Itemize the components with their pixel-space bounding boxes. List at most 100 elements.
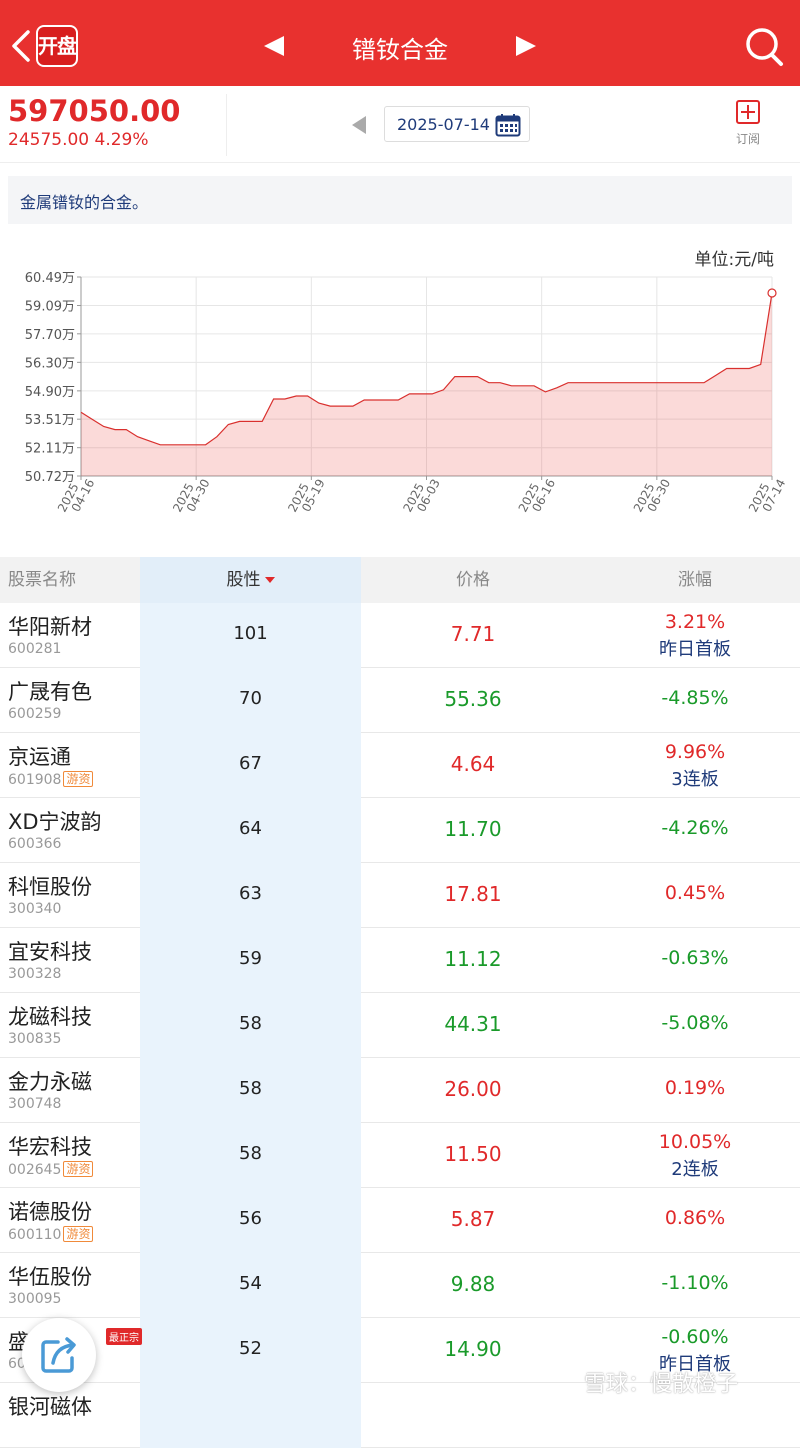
stock-code-text: 300835 — [8, 1031, 62, 1047]
stock-score: 67 — [239, 753, 262, 774]
y-tick-label: 57.70万 — [25, 328, 75, 343]
stock-price: 4.64 — [450, 752, 496, 776]
divider — [226, 94, 227, 156]
x-tick-label: 202506-03 — [400, 471, 442, 520]
table-row[interactable]: 华伍股份 300095 54 9.88 -1.10% — [0, 1253, 800, 1318]
series-area — [81, 293, 772, 476]
stock-price: 11.12 — [444, 947, 502, 971]
table-row[interactable]: 龙磁科技 300835 58 44.31 -5.08% — [0, 993, 800, 1058]
table-header: 股票名称 股性 价格 涨幅 — [0, 557, 800, 603]
stock-price: 55.36 — [444, 687, 502, 711]
stock-change: 0.86% — [664, 1207, 726, 1229]
table-body: 华阳新材 600281 101 7.71 3.21% 昨日首板 广晟有色 600259 70 55… — [0, 603, 800, 1448]
stock-code: 300095 — [8, 1291, 61, 1307]
score-column-highlight — [140, 798, 361, 863]
stock-name: 金力永磁 — [8, 1070, 92, 1094]
score-column-highlight — [140, 1123, 361, 1188]
header-change[interactable]: 涨幅 — [678, 570, 712, 590]
score-column-highlight — [140, 1318, 361, 1383]
stock-code-text: 300095 — [8, 1291, 62, 1307]
header-score[interactable]: 股性 — [140, 557, 361, 603]
subscribe-label: 订阅 — [735, 132, 760, 146]
stock-code: 300748 — [8, 1096, 61, 1112]
chart-unit-label: 单位:元/吨 — [694, 250, 774, 270]
subscribe-button[interactable]: 订阅 — [726, 100, 770, 156]
stock-code: 600259 — [8, 706, 61, 722]
plus-icon — [736, 100, 760, 124]
score-column-highlight — [140, 863, 361, 928]
date-picker[interactable]: 2025-07-14 — [384, 106, 530, 142]
stock-price: 11.70 — [444, 817, 502, 841]
header-name[interactable]: 股票名称 — [8, 570, 76, 590]
x-tick-label: 202506-30 — [631, 471, 673, 520]
stock-code: 002645 游资 — [8, 1161, 94, 1178]
stock-tag: 游资 — [63, 771, 94, 787]
stock-price: 5.87 — [450, 1207, 496, 1231]
y-tick-label: 54.90万 — [25, 385, 75, 400]
x-tick-label: 202507-14 — [746, 471, 788, 520]
y-tick-label: 53.51万 — [25, 413, 75, 428]
next-concept-arrow-icon[interactable] — [516, 36, 536, 56]
stock-price: 11.50 — [444, 1142, 502, 1166]
page-title: 镨钕合金 — [352, 36, 448, 64]
y-tick-label: 56.30万 — [25, 356, 75, 371]
share-button[interactable] — [22, 1318, 96, 1392]
sort-desc-icon — [264, 577, 275, 583]
score-column-highlight — [140, 1188, 361, 1253]
stock-code-text: 600110 — [8, 1227, 62, 1243]
table-row[interactable]: 盛 60 最正宗 52 14.90 -0.60% 昨日首板 — [0, 1318, 800, 1383]
stock-code-text: 300328 — [8, 966, 62, 982]
stock-code: 300340 — [8, 901, 61, 917]
previous-date-arrow-icon[interactable] — [352, 116, 366, 134]
score-column-highlight — [140, 733, 361, 798]
stock-score: 56 — [239, 1208, 262, 1229]
stock-code-text: 600259 — [8, 706, 62, 722]
stock-code-text: 600366 — [8, 836, 62, 852]
stock-price: 14.90 — [444, 1337, 502, 1361]
table-row[interactable]: 广晟有色 600259 70 55.36 -4.85% — [0, 668, 800, 733]
stock-name: 京运通 — [8, 745, 71, 769]
score-column-highlight — [140, 928, 361, 993]
header-score-label: 股性 — [226, 570, 261, 590]
stock-change: -4.26% — [661, 817, 729, 839]
stock-note: 3连板 — [671, 769, 719, 790]
table-row[interactable]: 诺德股份 600110 游资 56 5.87 0.86% — [0, 1188, 800, 1253]
stock-change: -0.60% — [661, 1326, 729, 1348]
stock-badge: 最正宗 — [106, 1328, 142, 1345]
y-tick-label: 60.49万 — [25, 271, 75, 286]
stock-score: 58 — [239, 1143, 262, 1164]
stock-code: 600281 — [8, 641, 61, 657]
x-tick-label: 202504-30 — [170, 471, 212, 520]
y-tick-label: 50.72万 — [25, 470, 75, 485]
stock-code: 300835 — [8, 1031, 61, 1047]
search-icon[interactable] — [744, 24, 784, 68]
stock-code-text: 002645 — [8, 1162, 62, 1178]
stock-tag: 游资 — [63, 1161, 94, 1177]
table-row[interactable]: 宜安科技 300328 59 11.12 -0.63% — [0, 928, 800, 993]
top-bar: 开盘 镨钕合金 — [0, 0, 800, 86]
stock-name: 龙磁科技 — [8, 1005, 92, 1029]
score-column-highlight — [140, 668, 361, 733]
stock-code: 60 — [8, 1356, 26, 1372]
stock-code-text: 601908 — [8, 772, 62, 788]
stock-change: -4.85% — [661, 687, 729, 709]
table-row[interactable]: XD宁波韵 600366 64 11.70 -4.26% — [0, 798, 800, 863]
table-row[interactable]: 科恒股份 300340 63 17.81 0.45% — [0, 863, 800, 928]
back-arrow-icon[interactable] — [8, 28, 38, 64]
table-row[interactable]: 华阳新材 600281 101 7.71 3.21% 昨日首板 — [0, 603, 800, 668]
stock-code-text: 600281 — [8, 641, 62, 657]
app-logo[interactable]: 开盘 — [36, 25, 78, 67]
stock-change: 0.19% — [664, 1077, 726, 1099]
previous-concept-arrow-icon[interactable] — [264, 36, 284, 56]
quote-panel: 597050.00 24575.00 4.29% 2025-07-14 订阅 — [0, 86, 800, 163]
series-line — [80, 292, 773, 446]
table-row[interactable]: 金力永磁 300748 58 26.00 0.19% — [0, 1058, 800, 1123]
stock-code-text: 300748 — [8, 1096, 62, 1112]
concept-description: 金属镨钕的合金。 — [8, 176, 792, 224]
price-chart: 60.49万 59.09万 57.70万 56.30万 54.90万 53.51万 52.1… — [25, 271, 789, 520]
header-price[interactable]: 价格 — [456, 570, 490, 590]
stock-code: 300328 — [8, 966, 61, 982]
table-row[interactable]: 京运通 601908 游资 67 4.64 9.96% 3连板 — [0, 733, 800, 798]
table-row[interactable]: 华宏科技 002645 游资 58 11.50 10.05% 2连板 — [0, 1123, 800, 1188]
stock-price: 44.31 — [444, 1012, 502, 1036]
